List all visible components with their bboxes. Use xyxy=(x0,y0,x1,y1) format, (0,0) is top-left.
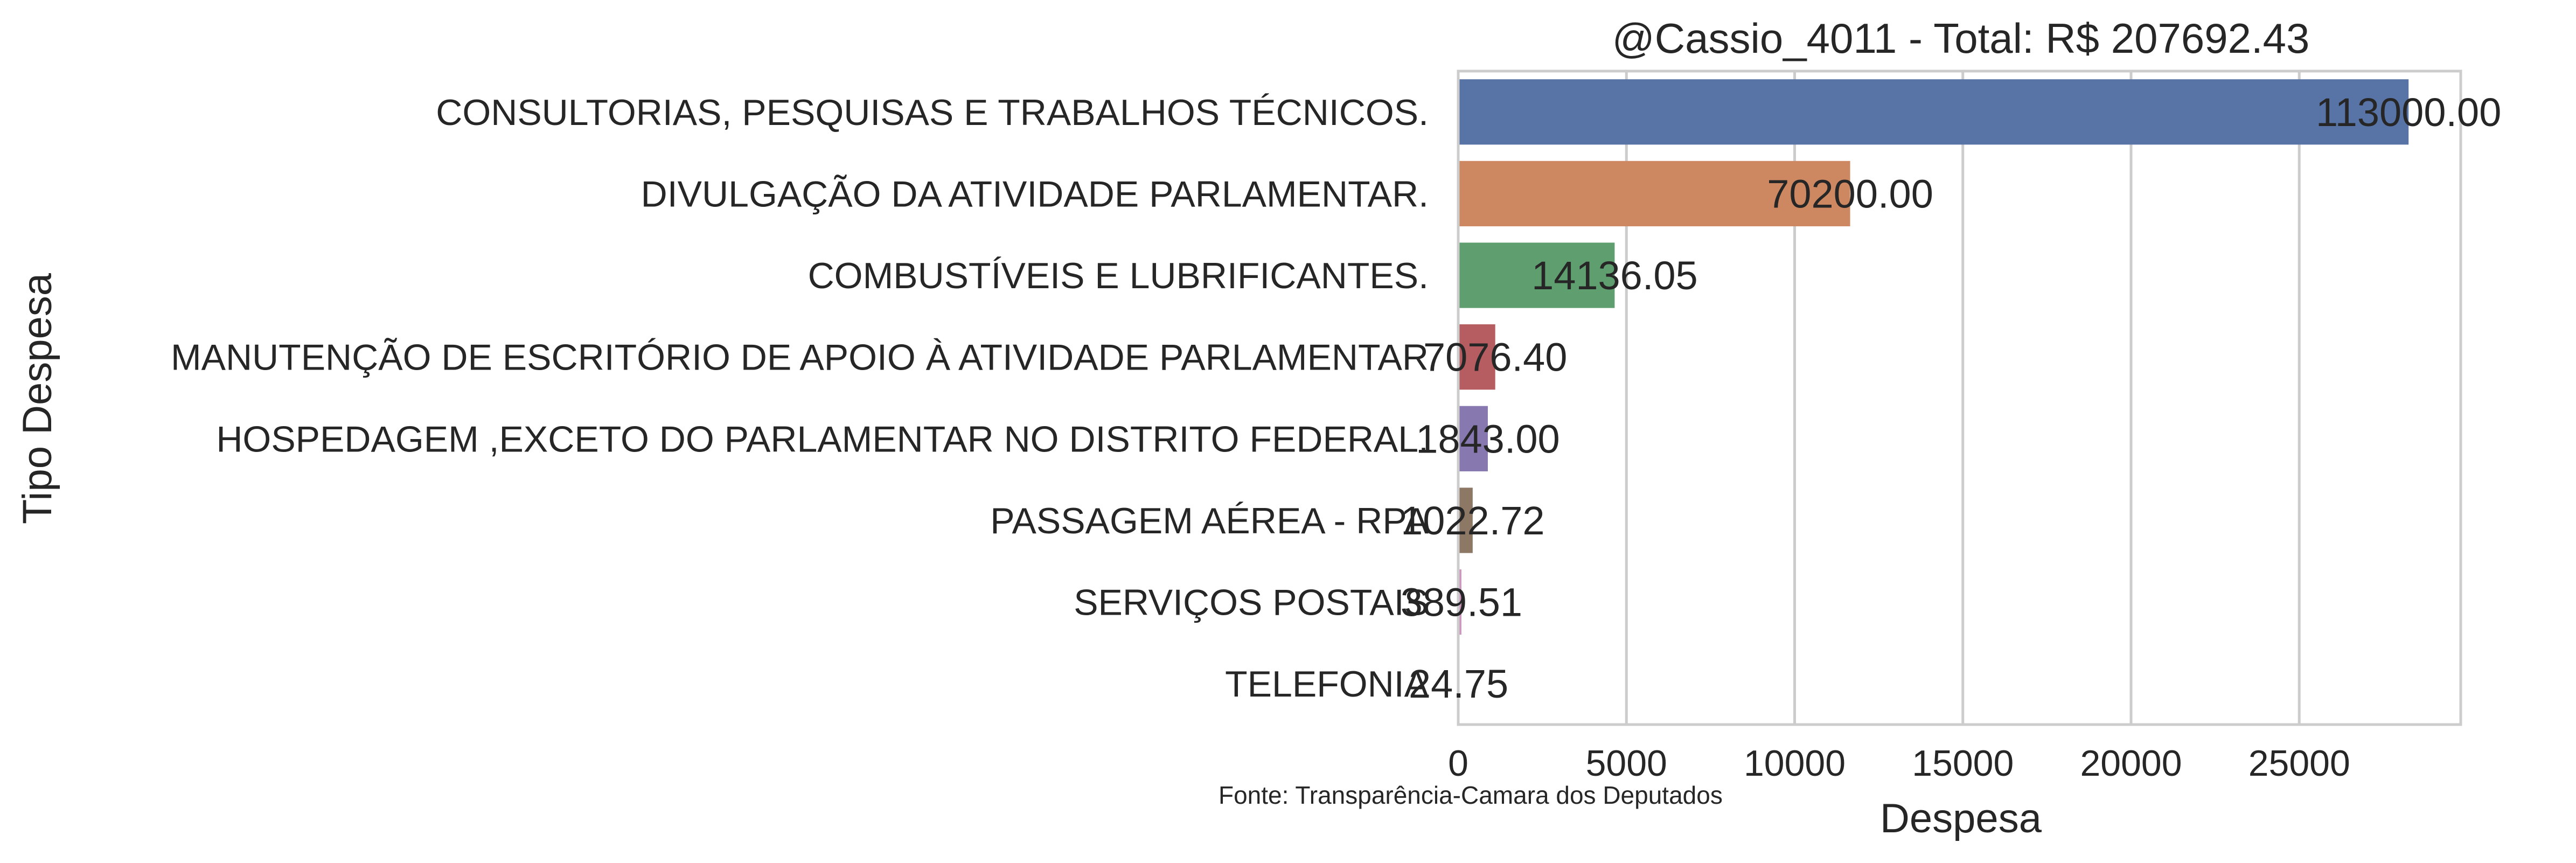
bar xyxy=(1458,488,1473,553)
value-label: 1022.72 xyxy=(1401,498,1545,543)
bar xyxy=(1458,569,1461,635)
category-label: SERVIÇOS POSTAIS xyxy=(1074,582,1429,623)
x-tick-label: 0 xyxy=(1448,743,1468,784)
bars xyxy=(1458,79,2409,716)
x-tick-label: 20000 xyxy=(2080,743,2182,784)
x-tick-label: 15000 xyxy=(1912,743,2014,784)
bar xyxy=(1458,242,1615,308)
bar xyxy=(1458,406,1488,471)
value-label: 113000.00 xyxy=(2316,90,2501,135)
category-label: CONSULTORIAS, PESQUISAS E TRABALHOS TÉCN… xyxy=(436,92,1429,133)
x-tick-label: 10000 xyxy=(1744,743,1846,784)
value-label: 14136.05 xyxy=(1531,253,1698,298)
category-label: HOSPEDAGEM ,EXCETO DO PARLAMENTAR NO DIS… xyxy=(216,419,1429,460)
x-tick-label: 5000 xyxy=(1586,743,1667,784)
category-label: DIVULGAÇÃO DA ATIVIDADE PARLAMENTAR. xyxy=(641,173,1429,214)
category-label: MANUTENÇÃO DE ESCRITÓRIO DE APOIO À ATIV… xyxy=(171,337,1429,378)
y-axis-label: Tipo Despesa xyxy=(15,273,60,524)
category-labels: CONSULTORIAS, PESQUISAS E TRABALHOS TÉCN… xyxy=(171,92,1429,705)
category-label: TELEFONIA xyxy=(1225,664,1429,705)
value-label: 389.51 xyxy=(1401,580,1522,625)
value-label: 1843.00 xyxy=(1416,416,1560,461)
bar xyxy=(1458,324,1495,390)
value-label: 70200.00 xyxy=(1767,171,1933,216)
chart-title: @Cassio_4011 - Total: R$ 207692.43 xyxy=(1612,15,2310,62)
bar xyxy=(1458,79,2409,145)
plot-frame xyxy=(1457,69,2462,726)
category-label: PASSAGEM AÉREA - RPA xyxy=(990,500,1429,541)
value-label: 7076.40 xyxy=(1423,335,1568,380)
value-labels: 113000.00 70200.00 14136.05 7076.40 1843.00 1… xyxy=(1401,90,2502,706)
x-tick-labels: 0 5000 10000 15000 20000 25000 xyxy=(1448,743,2350,784)
x-axis-label: Despesa xyxy=(1880,796,2042,841)
value-label: 24.75 xyxy=(1409,662,1508,706)
source-note: Fonte: Transparência-Camara dos Deputado… xyxy=(1219,781,1723,809)
bar xyxy=(1458,161,1850,227)
category-label: COMBUSTÍVEIS E LUBRIFICANTES. xyxy=(808,255,1429,296)
x-tick-label: 25000 xyxy=(2248,743,2350,784)
